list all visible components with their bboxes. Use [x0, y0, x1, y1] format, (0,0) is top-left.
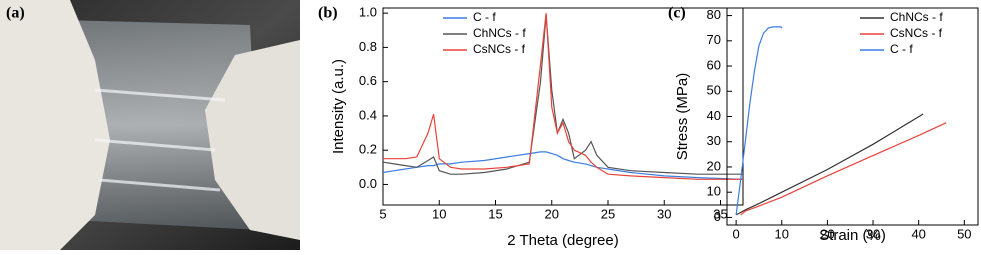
legend-label: ChNCs - f: [473, 26, 526, 40]
panel-label: (c): [668, 5, 686, 22]
x-tick-label: 0: [733, 226, 740, 241]
y-tick-label: 0.0: [359, 176, 377, 191]
y-tick-label: 80: [707, 7, 721, 22]
x-tick-label: 5: [379, 206, 386, 221]
legend-label: C - f: [473, 10, 496, 24]
x-axis-title: Strain (%): [819, 227, 886, 244]
x-tick-label: 50: [957, 226, 971, 241]
data-line: [735, 113, 924, 216]
photo: [0, 0, 300, 250]
y-tick-label: 30: [707, 133, 721, 148]
panel-label: (a): [6, 5, 25, 22]
y-axis-title: Intensity (a.u.): [330, 59, 347, 154]
plot-frame: [726, 7, 979, 226]
y-tick-label: 20: [707, 158, 721, 173]
x-tick-label: 20: [545, 206, 559, 221]
y-tick-label: 0.2: [359, 142, 377, 157]
x-axis-title: 2 Theta (degree): [507, 232, 618, 249]
x-tick-label: 40: [911, 226, 925, 241]
x-tick-label: 35: [713, 206, 727, 221]
y-tick-label: 0.8: [359, 39, 377, 54]
data-line: [735, 26, 783, 215]
y-tick-label: 0: [714, 209, 721, 224]
x-tick-label: 30: [657, 206, 671, 221]
x-tick-label: 10: [432, 206, 446, 221]
y-tick-label: 40: [707, 108, 721, 123]
data-line: [382, 151, 744, 180]
x-tick-label: 10: [775, 226, 789, 241]
legend-label: C - f: [890, 42, 913, 56]
x-tick-label: 20: [820, 226, 834, 241]
data-line: [383, 13, 743, 180]
y-tick-label: 70: [707, 32, 721, 47]
x-tick-label: 15: [488, 206, 502, 221]
y-tick-label: 50: [707, 83, 721, 98]
panel-label: (b): [318, 5, 338, 22]
legend-label: CsNCs - f: [890, 26, 943, 40]
y-tick-label: 60: [707, 57, 721, 72]
plot-frame: [382, 7, 744, 206]
data-line: [740, 122, 947, 216]
x-tick-label: 25: [601, 206, 615, 221]
legend-label: ChNCs - f: [890, 10, 943, 24]
y-axis-title: Stress (MPa): [674, 73, 691, 161]
x-tick-label: 30: [866, 226, 880, 241]
y-tick-label: 10: [707, 184, 721, 199]
legend-label: CsNCs - f: [473, 42, 526, 56]
y-tick-label: 1.0: [359, 5, 377, 20]
y-tick-label: 0.6: [359, 73, 377, 88]
y-tick-label: 0.4: [359, 107, 377, 122]
